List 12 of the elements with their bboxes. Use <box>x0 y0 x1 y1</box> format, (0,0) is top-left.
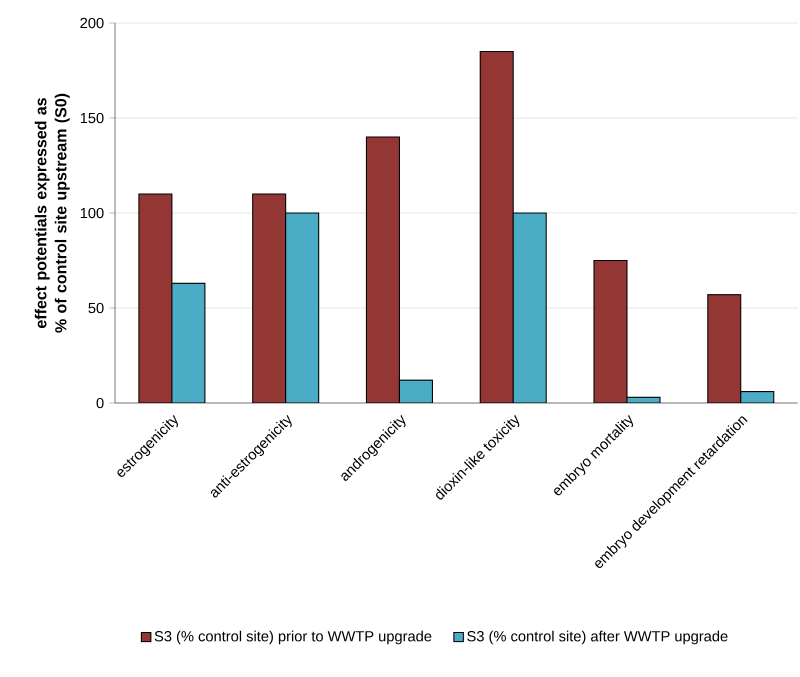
bar <box>512 212 547 403</box>
legend-label: S3 (% control site) prior to WWTP upgrade <box>154 630 432 644</box>
y-tick-label: 200 <box>80 18 104 28</box>
bar <box>398 380 433 403</box>
y-tick-label: 50 <box>88 302 104 314</box>
bar <box>171 282 206 403</box>
y-tick-label: 100 <box>80 208 104 218</box>
legend-label: S3 (% control site) after WWTP upgrade <box>467 630 728 644</box>
y-axis-title: effect potentials expressed as % of control site upstream (S0) <box>34 94 70 333</box>
y-tick-label: 150 <box>80 112 104 124</box>
y-tick-label: 0 <box>96 398 104 408</box>
bar <box>285 212 320 403</box>
